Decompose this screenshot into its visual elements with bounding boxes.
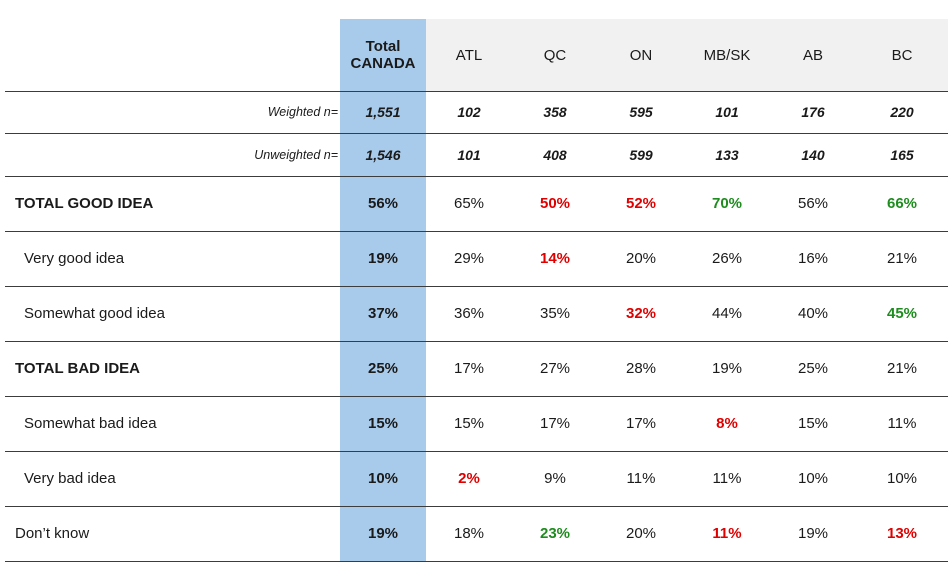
- value-cell-ab: 25%: [797, 360, 829, 377]
- value-cell-on: 20%: [625, 250, 657, 267]
- n-cell-ab: 140: [801, 146, 825, 163]
- n-cell-mb-sk: 133: [715, 146, 739, 163]
- value-cell-total-canada: 10%: [367, 470, 399, 487]
- column-header-on: ON: [629, 46, 653, 64]
- value-cell-on: 28%: [625, 360, 657, 377]
- value-cell-mb-sk: 26%: [711, 250, 743, 267]
- n-cell-qc: 358: [543, 104, 567, 120]
- value-cell-mb-sk: 11%: [712, 525, 742, 542]
- row-label-somewhat-good-idea: Somewhat good idea: [24, 305, 165, 322]
- n-row-label: Weighted n=: [267, 105, 338, 119]
- value-cell-atl: 36%: [453, 305, 485, 322]
- column-header-bc: BC: [891, 46, 913, 64]
- value-cell-mb-sk: 44%: [711, 305, 743, 322]
- column-header-line: CANADA: [350, 55, 416, 72]
- n-cell-bc: 165: [890, 146, 914, 163]
- value-cell-on: 11%: [626, 470, 656, 487]
- n-cell-on: 599: [629, 146, 653, 163]
- value-cell-ab: 40%: [797, 305, 829, 322]
- row-divider: [5, 133, 948, 134]
- value-cell-ab: 19%: [797, 525, 829, 542]
- row-label-very-bad-idea: Very bad idea: [24, 470, 116, 487]
- value-cell-qc: 17%: [539, 415, 571, 432]
- value-cell-ab: 16%: [797, 250, 829, 267]
- column-header-mb-sk: MB/SK: [703, 46, 751, 64]
- value-cell-mb-sk: 70%: [711, 195, 743, 212]
- value-cell-ab: 10%: [797, 470, 829, 487]
- row-label-total-bad-idea: TOTAL BAD IDEA: [15, 360, 141, 377]
- value-cell-atl: 65%: [453, 195, 485, 212]
- row-label-very-good-idea: Very good idea: [24, 250, 125, 267]
- column-header-ab: AB: [802, 46, 823, 64]
- n-cell-bc: 220: [890, 104, 914, 120]
- value-cell-total-canada: 19%: [367, 525, 399, 542]
- value-cell-on: 32%: [625, 305, 657, 322]
- n-cell-atl: 101: [457, 146, 481, 163]
- value-cell-qc: 9%: [544, 470, 566, 487]
- value-cell-total-canada: 25%: [367, 360, 399, 377]
- row-divider: [5, 451, 948, 452]
- value-cell-ab: 15%: [797, 415, 829, 432]
- row-divider: [5, 176, 948, 177]
- n-row-label: Unweighted n=: [254, 147, 338, 162]
- value-cell-on: 20%: [625, 525, 657, 542]
- n-cell-on: 595: [629, 104, 653, 120]
- value-cell-atl: 17%: [453, 360, 485, 377]
- value-cell-mb-sk: 19%: [711, 360, 743, 377]
- row-divider: [5, 341, 948, 342]
- row-label-total-good-idea: TOTAL GOOD IDEA: [15, 195, 154, 212]
- value-cell-total-canada: 56%: [367, 195, 399, 212]
- value-cell-total-canada: 19%: [367, 250, 399, 267]
- column-header-qc: QC: [543, 46, 567, 64]
- value-cell-bc: 11%: [887, 415, 917, 432]
- header-shade: [426, 19, 948, 91]
- value-cell-bc: 10%: [886, 470, 918, 487]
- n-cell-total-canada: 1,551: [365, 104, 401, 120]
- row-label-somewhat-bad-idea: Somewhat bad idea: [24, 415, 157, 432]
- column-header-total-canada: Total CANADA: [340, 19, 426, 91]
- row-divider: [5, 561, 948, 562]
- n-cell-qc: 408: [543, 146, 567, 163]
- row-divider: [5, 506, 948, 507]
- value-cell-on: 52%: [625, 195, 657, 212]
- row-divider: [5, 231, 948, 232]
- value-cell-mb-sk: 8%: [716, 415, 738, 432]
- n-cell-atl: 102: [457, 104, 481, 120]
- row-divider: [5, 396, 948, 397]
- value-cell-total-canada: 15%: [367, 415, 399, 432]
- value-cell-bc: 13%: [886, 525, 918, 542]
- value-cell-bc: 21%: [886, 250, 918, 267]
- value-cell-on: 17%: [625, 415, 657, 432]
- n-cell-mb-sk: 101: [715, 104, 739, 120]
- value-cell-atl: 18%: [453, 525, 485, 542]
- value-cell-atl: 29%: [453, 250, 485, 267]
- value-cell-ab: 56%: [797, 195, 829, 212]
- value-cell-mb-sk: 11%: [712, 470, 742, 487]
- value-cell-qc: 23%: [539, 525, 571, 542]
- value-cell-bc: 66%: [886, 195, 918, 212]
- value-cell-bc: 21%: [886, 360, 918, 377]
- value-cell-qc: 27%: [539, 360, 571, 377]
- row-divider: [5, 286, 948, 287]
- value-cell-total-canada: 37%: [367, 305, 399, 322]
- n-cell-ab: 176: [801, 104, 825, 120]
- value-cell-qc: 14%: [539, 250, 571, 267]
- value-cell-atl: 15%: [453, 415, 485, 432]
- value-cell-qc: 50%: [539, 195, 571, 212]
- n-cell-total-canada: 1,546: [365, 146, 401, 163]
- value-cell-qc: 35%: [539, 305, 571, 322]
- row-label-don-t-know: Don’t know: [15, 525, 90, 542]
- row-divider: [5, 91, 948, 92]
- value-cell-atl: 2%: [458, 470, 480, 487]
- value-cell-bc: 45%: [886, 305, 918, 322]
- column-header-line: Total: [365, 38, 401, 55]
- column-header-atl: ATL: [455, 46, 483, 64]
- total-canada-column-highlight: [340, 19, 426, 562]
